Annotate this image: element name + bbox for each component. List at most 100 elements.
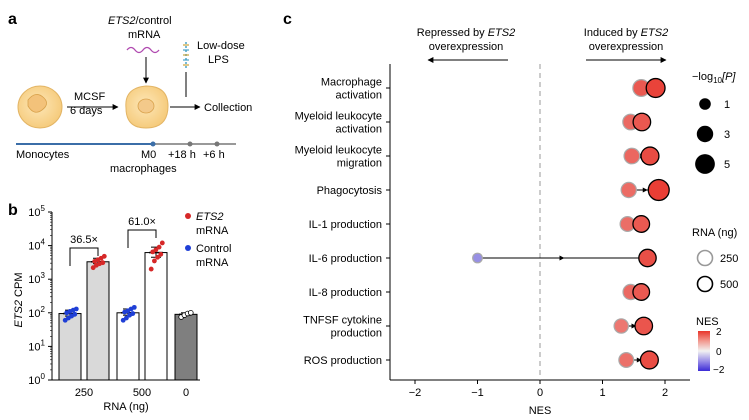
- mcsf-label: MCSF: [74, 91, 105, 103]
- pval-legend-circle: [695, 154, 715, 174]
- legend-control-dot: [185, 245, 191, 251]
- rna-legend-500-circle: [696, 275, 714, 293]
- panel-b-y-tick-label: 103: [28, 271, 45, 286]
- panel-b-point: [130, 311, 136, 316]
- rna-legend-title: RNA (ng): [692, 227, 737, 239]
- panel-c-point-250: [620, 181, 637, 199]
- panel-c-point-500: [639, 350, 659, 370]
- panel-b-point: [100, 260, 106, 266]
- panel-b-group-label: 250: [75, 387, 93, 399]
- m0-label: M0: [141, 149, 156, 161]
- panel-b-y-tick-label: 100: [28, 372, 45, 387]
- panel-c-point-500: [632, 283, 651, 301]
- monocytes-label: Monocytes: [16, 149, 70, 161]
- pval-legend-circle: [696, 125, 714, 143]
- timeline-dot-18h: [187, 141, 193, 147]
- panel-b-y-tick-label: 105: [28, 204, 45, 219]
- panel-c-category-label: IL-1 production: [309, 219, 382, 231]
- panel-b-point: [156, 244, 162, 250]
- panel-b-bar: [144, 252, 168, 381]
- panel-c-point-250: [623, 147, 641, 165]
- induced-header-line2: overexpression: [589, 41, 664, 53]
- panel-b-point: [73, 306, 79, 312]
- pval-legend-label: 1: [724, 99, 730, 111]
- panel-b-point: [153, 247, 159, 253]
- panel-c-point-250: [472, 252, 483, 264]
- panel-c-point-500: [634, 316, 654, 336]
- panel-b-point: [148, 266, 154, 272]
- legend-ets2-dot: [185, 213, 191, 219]
- panel-c-point-500: [638, 248, 657, 268]
- panel-c-x-tick-label: −2: [409, 387, 422, 399]
- panel-b-letter: b: [8, 202, 18, 219]
- nes-tick-minus2: −2: [713, 365, 725, 376]
- panel-b-y-tick-label: 101: [28, 338, 45, 353]
- panel-c-category-label: Macrophage: [321, 77, 382, 89]
- panel-b-xlabel: RNA (ng): [103, 401, 148, 413]
- legend-control-label: Control: [196, 243, 231, 255]
- legend-control-label-line2: mRNA: [196, 257, 229, 269]
- repressed-header: Repressed by ETS2: [417, 27, 515, 39]
- timeline-dot-m0: [150, 141, 156, 147]
- macrophages-label: macrophages: [110, 163, 177, 175]
- panel-c-category-label: production: [331, 328, 382, 340]
- panel-c-category-label: TNFSF cytokine: [303, 315, 382, 327]
- panel-c-xlabel: NES: [529, 405, 552, 417]
- panel-c-direction-arrow: [642, 187, 648, 193]
- panel-c-category-label: Myeloid leukocyte: [295, 145, 382, 157]
- rna-legend-250-label: 250: [720, 253, 738, 265]
- lps-label-line1: Low-dose: [197, 40, 245, 52]
- panel-a: a MCSF 6 days ETS2/control mRNA Low-dose: [8, 11, 252, 175]
- macrophage-cell-icon: [125, 85, 169, 129]
- panel-c-point-500: [640, 146, 660, 166]
- panel-c-category-label: migration: [337, 158, 382, 170]
- t6-label: +6 h: [203, 149, 225, 161]
- panel-c-direction-arrow: [636, 357, 642, 363]
- panel-b-bar: [58, 313, 82, 381]
- pval-legend-circle: [699, 98, 711, 110]
- panel-b-ylabel: ETS2 CPM: [13, 272, 25, 327]
- mrna-label: ETS2/control: [108, 15, 172, 27]
- panel-b-point: [155, 254, 161, 260]
- panel-c-category-label: activation: [336, 90, 382, 102]
- legend-ets2-label-line2: mRNA: [196, 225, 229, 237]
- panel-c-point-500: [632, 215, 651, 233]
- panel-c-category-label: IL-6 production: [309, 253, 382, 265]
- repressed-header-line2: overexpression: [429, 41, 504, 53]
- induced-header: Induced by ETS2: [584, 27, 668, 39]
- t18-label: +18 h: [168, 149, 196, 161]
- panel-c-letter: c: [283, 11, 292, 28]
- panel-b-bar: [174, 313, 198, 381]
- panel-c-point-500: [632, 112, 652, 132]
- pval-size-legend: 1 3 5: [695, 98, 730, 174]
- panel-c-category-label: ROS production: [304, 355, 382, 367]
- panel-c-point-250: [613, 318, 630, 334]
- panel-c-x-tick-label: 2: [662, 387, 668, 399]
- panel-c-point-500: [647, 178, 670, 202]
- pval-legend-title: −log10[P]: [692, 71, 736, 85]
- panel-c-direction-arrow: [631, 323, 637, 329]
- panel-b-point: [188, 309, 194, 316]
- panel-c-category-label: IL-8 production: [309, 287, 382, 299]
- nes-tick-2: 2: [716, 327, 722, 338]
- lps-icon: [183, 42, 189, 68]
- panel-b-point: [152, 258, 157, 264]
- mrna-wave-icon: [126, 46, 160, 54]
- lps-label-line2: LPS: [208, 54, 229, 66]
- panel-b-fold-label: 36.5×: [70, 234, 98, 246]
- collection-label: Collection: [204, 102, 252, 114]
- pval-legend-label: 5: [724, 159, 730, 171]
- panel-b-point: [124, 315, 129, 321]
- panel-b-plot: 100 101 102 103 104 105 250 500 0 36.5× 61.0×: [28, 204, 200, 399]
- panel-c-point-250: [618, 352, 635, 368]
- panel-c-category-label: activation: [336, 124, 382, 136]
- panel-c-point-500: [645, 77, 666, 99]
- panel-a-letter: a: [8, 11, 17, 28]
- rna-legend-500-label: 500: [720, 279, 738, 291]
- panel-b-point: [131, 304, 137, 310]
- legend-ets2-label: ETS2: [196, 211, 224, 223]
- panel-c-x-tick-label: −1: [471, 387, 484, 399]
- nes-colorbar: [698, 331, 710, 371]
